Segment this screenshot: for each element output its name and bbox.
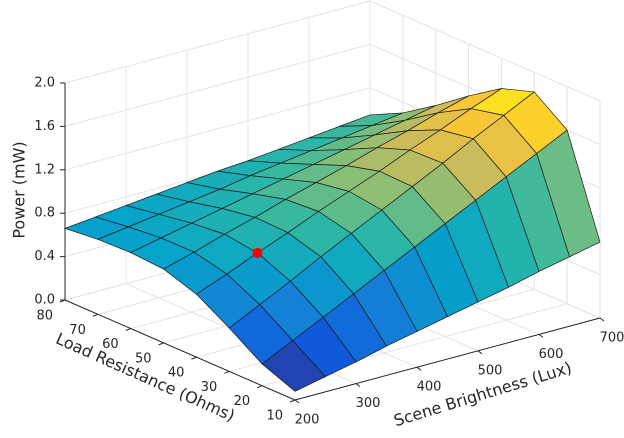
y-tick-label: 50 [135,351,152,366]
surface [63,88,601,392]
z-tick-label: 0.8 [34,206,55,221]
y-tick-label: 60 [102,337,119,352]
x-tick-label: 300 [356,396,381,411]
x-tick-label: 500 [478,363,503,378]
x-tick-label: 700 [600,331,624,346]
x-tick-label: 600 [539,347,564,362]
y-tick-label: 20 [234,394,251,409]
y-tick [256,385,263,389]
y-tick-label: 40 [168,366,185,381]
y-tick-label: 70 [69,323,86,338]
z-tick-label: 1.6 [34,119,55,134]
x-tick-label: 400 [417,380,442,395]
y-tick-label: 80 [36,309,53,324]
y-tick [92,313,99,317]
marker [252,247,263,258]
x-tick [294,399,300,404]
axes: 200 300 400 500 600 700 10 20 30 40 50 60 70 800.0 0.4… [34,76,624,428]
y-tick [191,356,197,360]
x-tick [416,366,422,371]
z-tick-label: 2.0 [34,76,55,91]
y-tick-label: 10 [266,409,283,424]
grid-line [369,0,601,102]
y-tick-label: 30 [201,380,218,395]
grid-line [64,87,371,171]
z-tick-label: 0.0 [34,293,55,308]
z-tick-label: 1.2 [34,162,55,177]
y-axis-label: Load Resistance (Ohms) [53,329,238,425]
grid-line [64,43,371,127]
y-tick [224,370,230,374]
axis-line [294,317,601,401]
x-tick [599,317,605,322]
surface-cell [261,340,327,392]
x-tick [538,333,544,338]
z-axis-label: Power (mW) [10,141,29,238]
y-tick [158,342,164,346]
z-tick-label: 0.4 [34,249,55,264]
x-tick [477,350,483,355]
axis-line [64,299,296,401]
x-tick [355,383,361,388]
y-tick [125,328,131,332]
x-tick-label: 200 [295,413,320,428]
grid-line [64,0,371,84]
y-tick [289,399,296,403]
